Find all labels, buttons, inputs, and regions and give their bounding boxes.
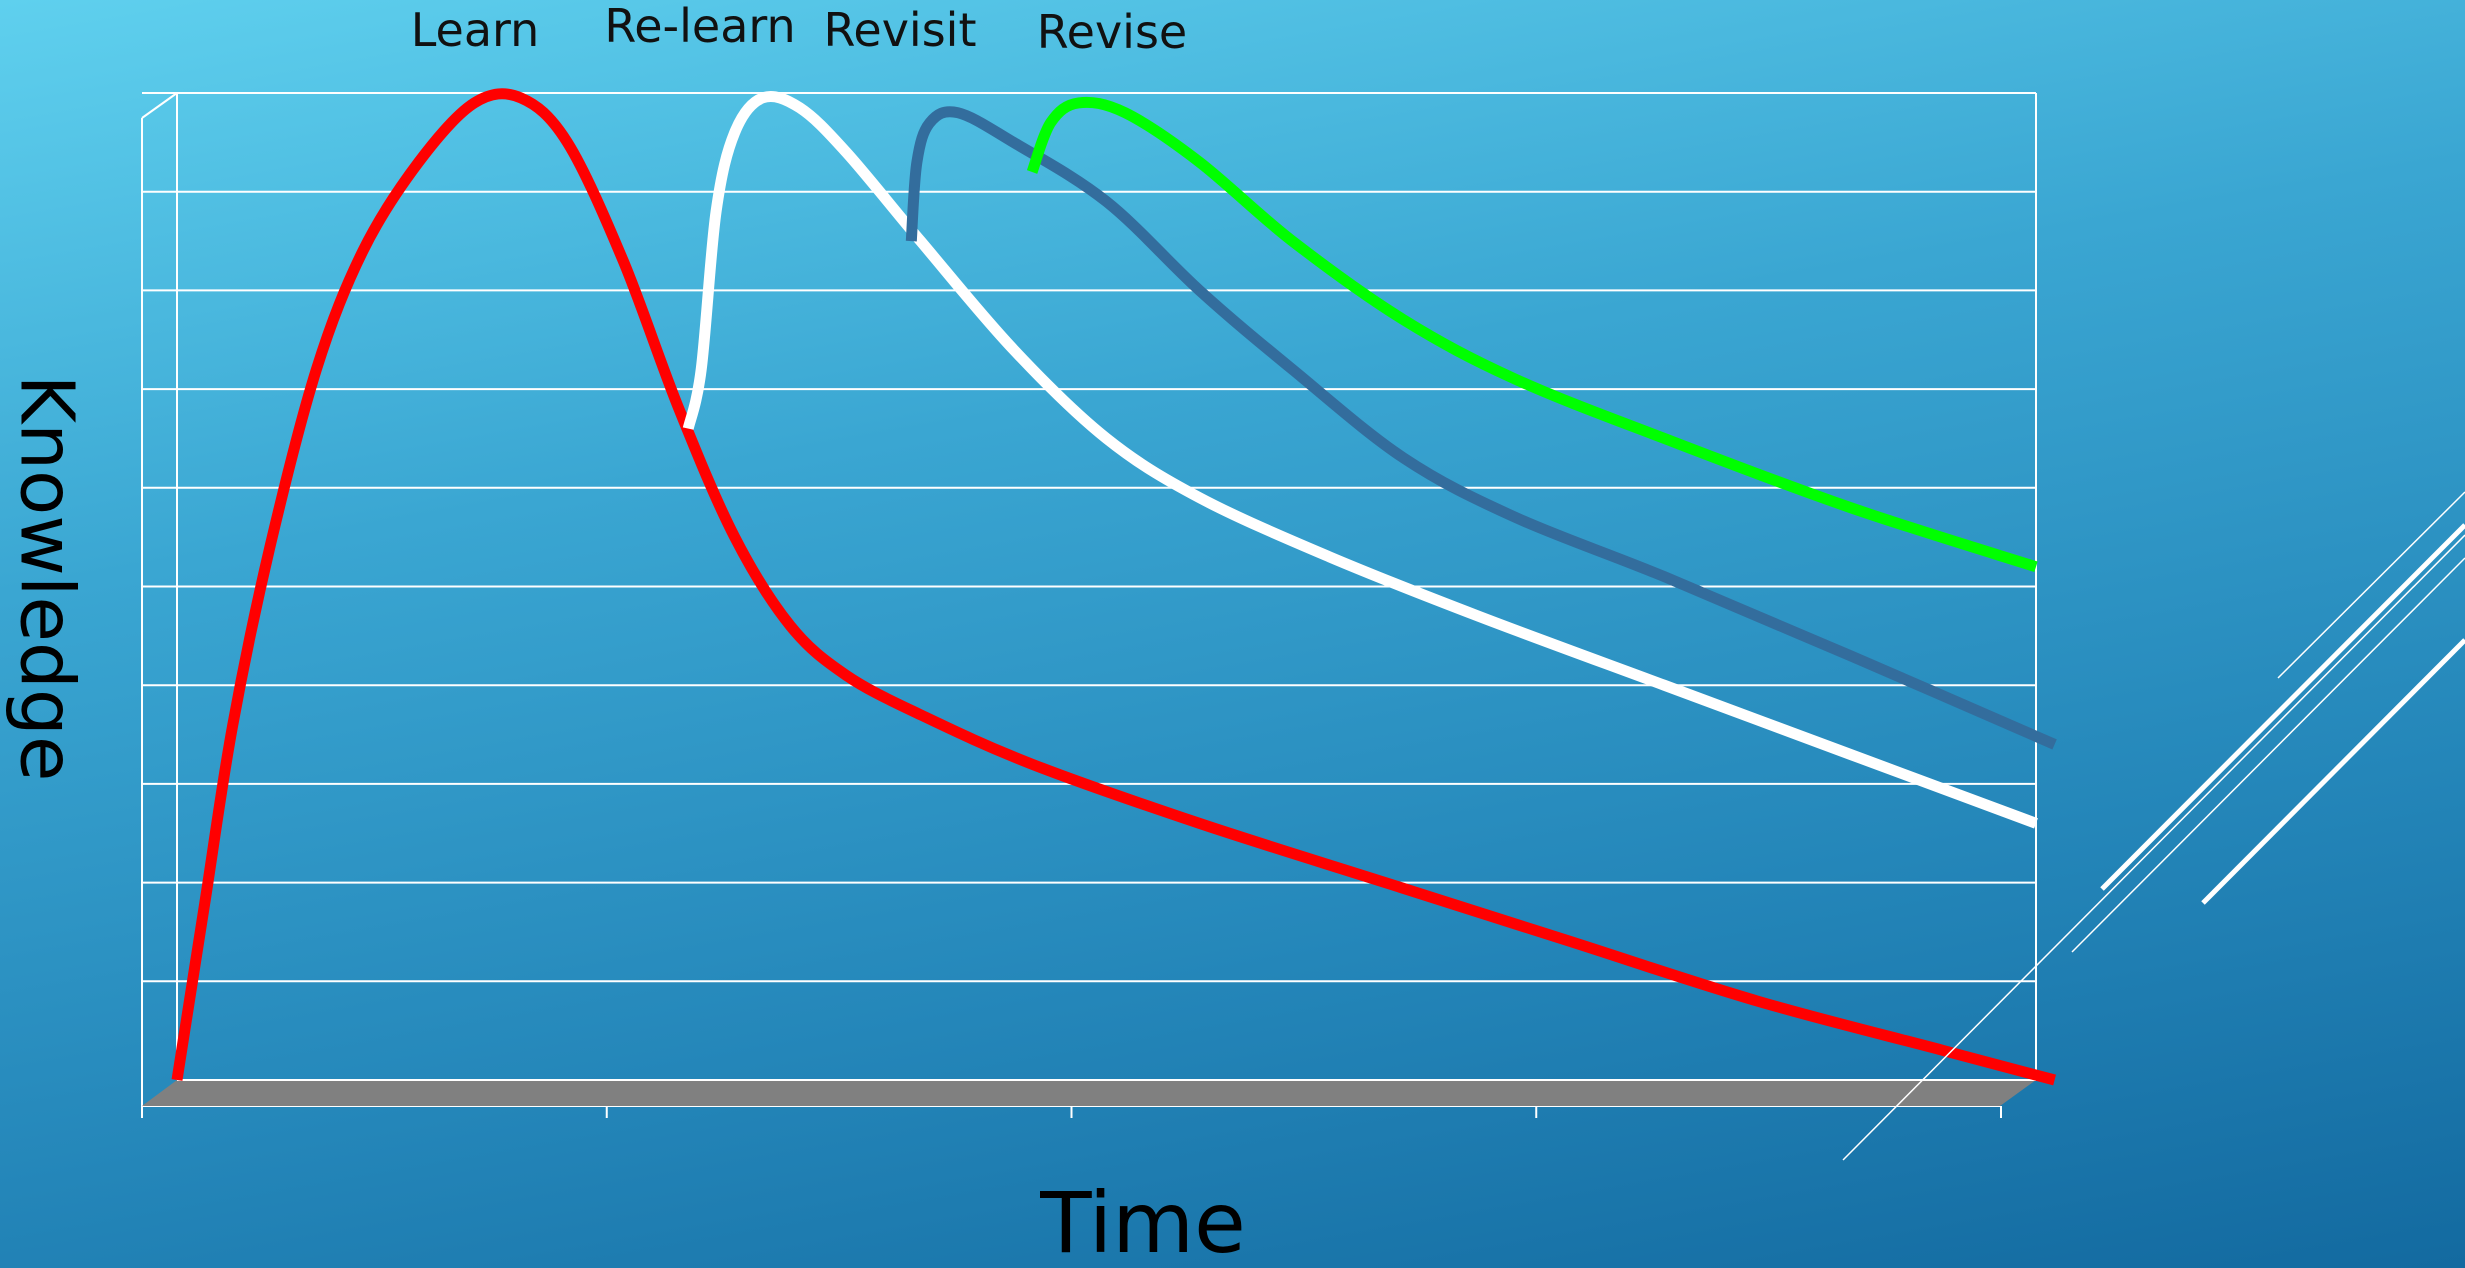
- left-wall-top-edge: [141, 92, 178, 119]
- chart-floor: [142, 1080, 2036, 1106]
- y-axis-title: Knowledge: [3, 375, 89, 782]
- series-line-learn: [171, 88, 2057, 1086]
- phase-label-relearn: Re-learn: [604, 0, 795, 53]
- decor-line-3: [2100, 523, 2465, 891]
- gridlines: [142, 92, 2036, 1081]
- decor-line-1: [1842, 534, 2465, 1161]
- series-line-revisit: [905, 106, 2057, 750]
- x-axis-ticks: [141, 1106, 2002, 1118]
- decor-line-5: [2201, 638, 2465, 905]
- phase-label-learn: Learn: [411, 3, 540, 57]
- x-axis-title: Time: [1039, 1174, 1246, 1268]
- chart-frame: [141, 92, 2037, 1107]
- series-line-revise: [1026, 96, 2038, 573]
- series-lines: [171, 88, 2057, 1086]
- decor-line-2: [2277, 491, 2465, 679]
- decorative-diagonal-lines: [1842, 491, 2465, 1161]
- phase-label-revisit: Revisit: [824, 3, 977, 57]
- series-line-re-learn: [682, 90, 2038, 829]
- phase-label-revise: Revise: [1037, 5, 1187, 59]
- decor-line-4: [2071, 557, 2465, 953]
